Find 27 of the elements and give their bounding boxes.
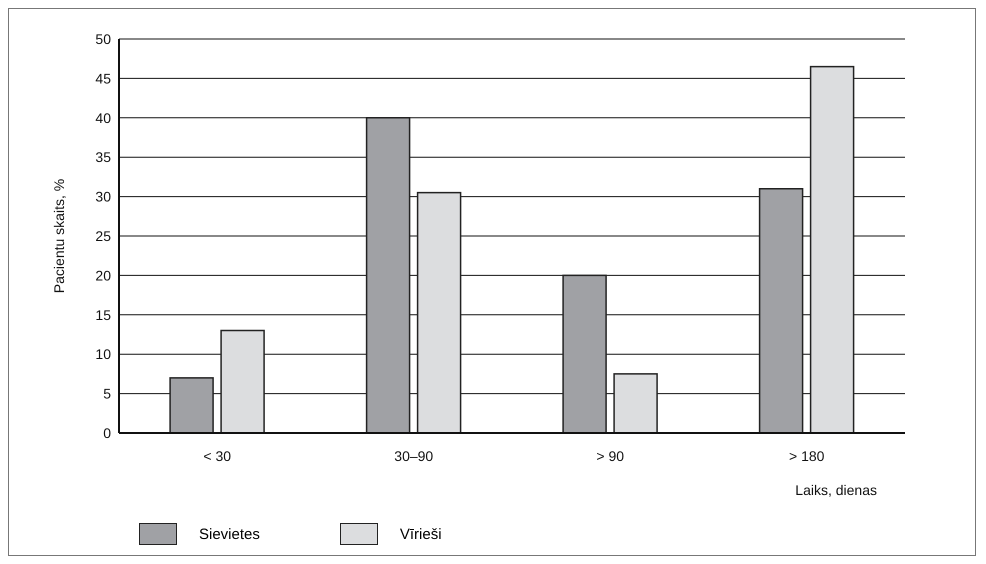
- y-tick-label: 0: [103, 424, 112, 441]
- bar: [366, 117, 410, 433]
- x-tick-label: < 30: [203, 448, 232, 464]
- x-tick-label: 30–90: [394, 448, 434, 464]
- y-tick-label: 50: [95, 30, 112, 47]
- y-tick-label: 20: [95, 267, 112, 284]
- y-tick-label: 25: [95, 228, 112, 244]
- bar: [758, 188, 804, 433]
- x-tick-label: > 90: [596, 448, 624, 464]
- y-tick-label: 10: [95, 346, 112, 362]
- bar: [613, 373, 658, 433]
- bar: [416, 192, 462, 433]
- y-tick-label: 45: [95, 70, 112, 86]
- y-tick-label: 30: [95, 188, 112, 205]
- bar: [220, 330, 265, 433]
- x-tick-label: > 180: [789, 448, 825, 464]
- y-axis-title: Pacientu skaits, %: [50, 178, 67, 294]
- bar: [810, 66, 854, 433]
- y-tick-label: 40: [95, 110, 112, 126]
- x-axis-title: Laiks, dienas: [795, 482, 877, 498]
- y-tick-label: 15: [95, 306, 112, 323]
- y-tick-label: 35: [95, 149, 112, 166]
- legend-label: Vīrieši: [400, 526, 442, 542]
- y-tick-label: 5: [103, 386, 112, 402]
- bar: [562, 274, 607, 433]
- legend-label: Sievietes: [199, 526, 260, 542]
- bar: [169, 377, 214, 433]
